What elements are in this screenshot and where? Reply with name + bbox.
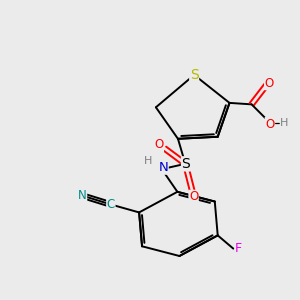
Text: N: N (78, 188, 87, 202)
Text: O: O (265, 118, 274, 130)
Text: H: H (280, 118, 289, 128)
Text: N: N (158, 161, 168, 174)
Text: O: O (154, 139, 164, 152)
Text: H: H (144, 156, 153, 166)
Text: S: S (190, 68, 199, 82)
Text: F: F (235, 242, 242, 255)
Text: C: C (107, 198, 115, 211)
Text: O: O (265, 77, 274, 90)
Text: S: S (182, 157, 190, 171)
Text: O: O (189, 190, 198, 203)
